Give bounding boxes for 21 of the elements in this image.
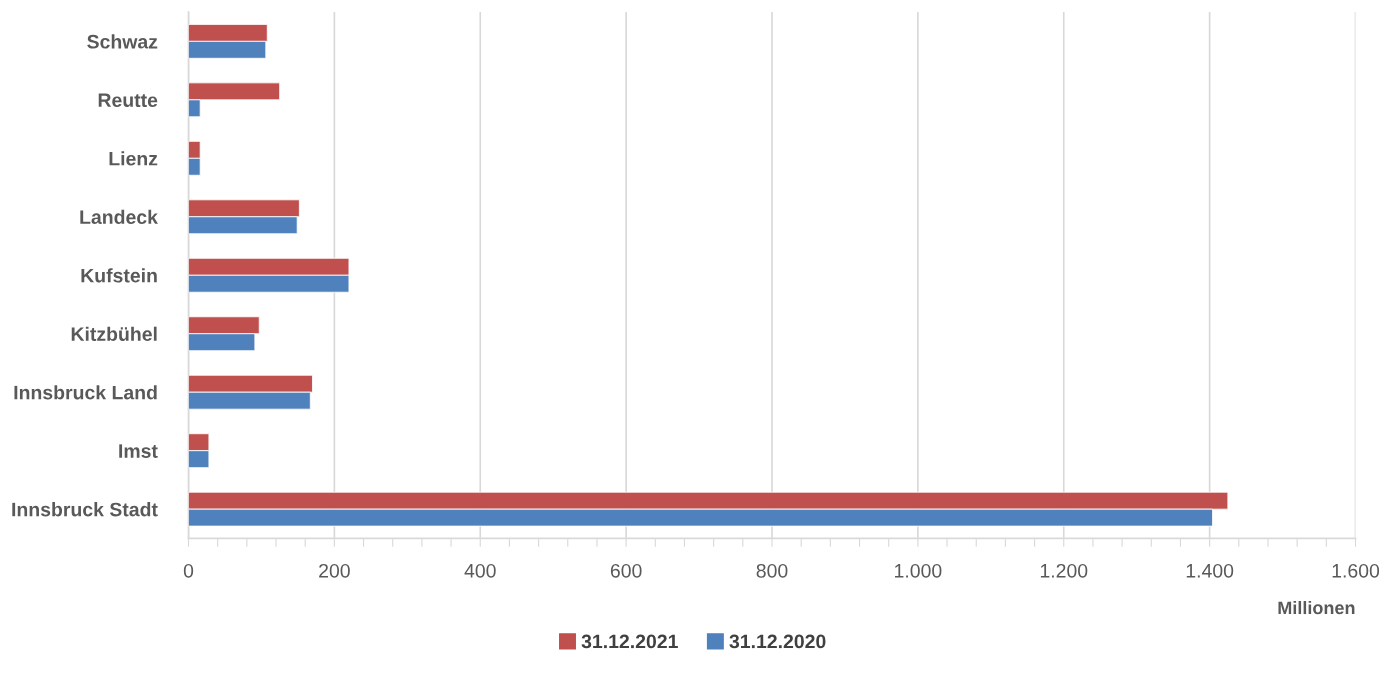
x-tick-label: 200 xyxy=(319,563,350,578)
y-tick-label: Innsbruck Stadt xyxy=(12,502,158,517)
x-tick-label: 600 xyxy=(610,563,642,578)
y-tick-label: Kitzbühel xyxy=(71,326,157,341)
y-tick-label: Landeck xyxy=(80,209,158,225)
x-axis-title: Millionen xyxy=(1278,600,1355,615)
y-tick-label: Imst xyxy=(119,444,158,458)
x-tick-label: 1.200 xyxy=(1040,563,1088,578)
x-tick-label: 0 xyxy=(183,563,194,578)
x-tick-label: 1.600 xyxy=(1332,563,1380,578)
y-tick-label: Reutte xyxy=(98,93,158,108)
y-tick-label: Schwaz xyxy=(87,34,158,49)
y-tick-label: Kufstein xyxy=(81,268,157,283)
x-tick-label: 1.400 xyxy=(1186,563,1234,578)
x-tick-label: 400 xyxy=(464,563,496,578)
x-tick-label: 800 xyxy=(756,563,788,578)
y-tick-label: Lienz xyxy=(109,151,158,166)
legend-label: 31.12.2021 xyxy=(581,634,678,649)
x-tick-label: 1.000 xyxy=(895,563,942,578)
y-tick-label: Innsbruck Land xyxy=(14,385,157,400)
legend-label: 31.12.2020 xyxy=(729,634,826,649)
